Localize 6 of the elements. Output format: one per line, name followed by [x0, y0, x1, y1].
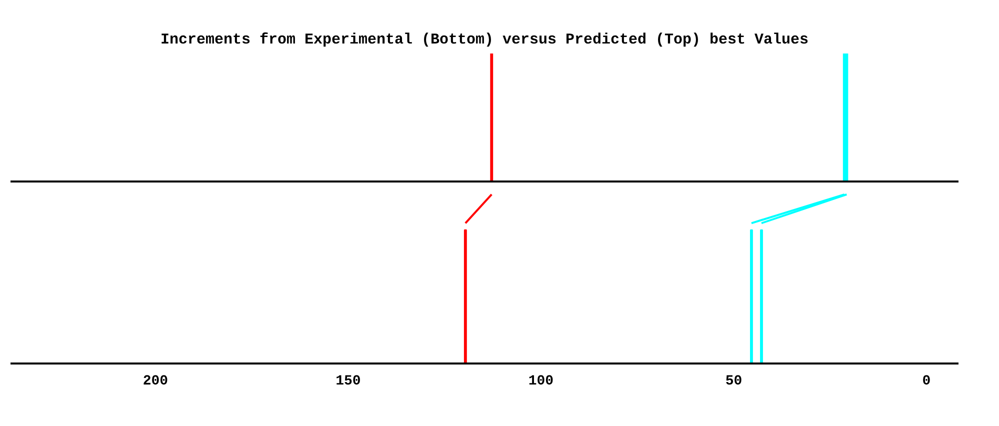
x-tick-label: 100 [528, 374, 554, 390]
x-tick-label: 50 [725, 374, 742, 390]
chart-title: Increments from Experimental (Bottom) versus Predicted (Top) best Values [160, 32, 809, 48]
x-tick-label: 0 [922, 374, 931, 390]
x-tick-label: 200 [142, 374, 168, 390]
x-tick-label: 150 [336, 374, 361, 390]
